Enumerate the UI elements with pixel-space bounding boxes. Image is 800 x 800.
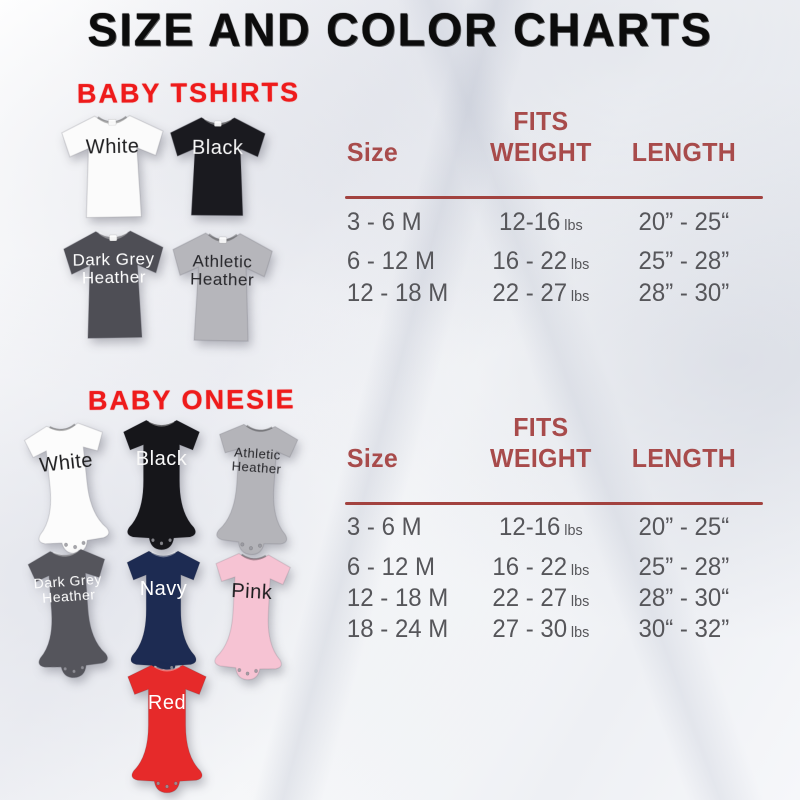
table-row: 6 - 12 M 16 - 22 lbs 25” - 28” — [345, 553, 746, 582]
weight-unit: lbs — [570, 562, 590, 579]
onesie-icon — [122, 419, 201, 551]
tshirt-size-table: Size FITS WEIGHT LENGTH 3 - 6 M 12-16 lbs… — [345, 106, 763, 308]
length-cell: 20” - 25“ — [638, 208, 730, 236]
column-header-size: Size — [346, 137, 399, 167]
onesie-icon — [23, 422, 110, 554]
tshirt-black: Black — [166, 111, 270, 223]
tshirt-dark-grey-heather: Dark Grey Heather — [59, 223, 169, 346]
length-cell: 28” - 30” — [638, 279, 730, 307]
size-cell: 18 - 24 M — [346, 615, 449, 643]
table-row: 12 - 18 M 22 - 27 lbs 28” - 30” — [345, 279, 746, 308]
onesie-pink: Pink — [201, 547, 301, 688]
onesie-color-label: Dark Grey Heather — [33, 570, 103, 606]
table-header-row: Size FITS WEIGHT LENGTH — [345, 106, 746, 168]
onesie-red: Red — [118, 660, 216, 798]
length-cell: 28” - 30“ — [638, 584, 730, 612]
onesie-icon — [27, 548, 108, 679]
length-cell: 25” - 28” — [638, 247, 730, 275]
weight-cell: 22 - 27 lbs — [492, 584, 590, 612]
table-row: 12 - 18 M 22 - 27 lbs 28” - 30“ — [345, 584, 746, 613]
tshirt-color-label: Dark Grey Heather — [72, 248, 155, 288]
onesie-icon — [216, 423, 299, 556]
weight-cell: 12-16 lbs — [499, 513, 583, 541]
table-divider — [345, 196, 763, 199]
onesie-color-label: Black — [135, 447, 188, 470]
table-header-row: Size FITS WEIGHT LENGTH — [345, 412, 746, 474]
weight-unit: lbs — [570, 256, 590, 273]
table-divider — [345, 502, 763, 505]
tshirt-icon — [169, 116, 266, 217]
table-row: 3 - 6 M 12-16 lbs 20” - 25“ — [345, 208, 746, 237]
size-cell: 12 - 18 M — [346, 584, 449, 612]
weight-cell: 12-16 lbs — [499, 208, 583, 236]
tshirt-color-label: Black — [191, 136, 244, 159]
onesie-athletic-heather: Athletic Heather — [201, 417, 309, 563]
column-header-fits-weight: FITS WEIGHT — [490, 412, 592, 473]
size-cell: 3 - 6 M — [346, 208, 422, 236]
size-cell: 6 - 12 M — [346, 247, 435, 275]
table-row: 18 - 24 M 27 - 30 lbs 30“ - 32” — [345, 615, 746, 644]
onesie-black: Black — [114, 415, 209, 555]
length-cell: 30“ - 32” — [638, 615, 730, 643]
onesie-icon — [127, 664, 207, 794]
weight-unit: lbs — [570, 593, 590, 610]
weight-cell: 27 - 30 lbs — [492, 615, 590, 643]
column-header-size: Size — [346, 443, 399, 473]
onesie-icon — [214, 552, 291, 681]
size-cell: 12 - 18 M — [346, 279, 449, 307]
tshirt-white: White — [57, 108, 169, 225]
tshirt-section-heading: BABY TSHIRTS — [76, 77, 301, 109]
weight-unit: lbs — [570, 288, 590, 305]
length-cell: 20” - 25“ — [638, 513, 730, 541]
onesie-section-heading: BABY ONESIE — [87, 384, 296, 416]
size-cell: 3 - 6 M — [346, 513, 422, 541]
tshirt-color-label: White — [85, 135, 140, 159]
onesie-color-label: Pink — [230, 579, 273, 604]
tshirt-icon — [63, 230, 164, 339]
length-cell: 25” - 28” — [638, 553, 730, 581]
weight-unit: lbs — [564, 522, 583, 539]
onesie-color-label: Red — [147, 692, 187, 715]
weight-cell: 16 - 22 lbs — [492, 553, 590, 581]
weight-unit: lbs — [570, 624, 590, 641]
tshirt-color-label: Athletic Heather — [189, 251, 255, 290]
size-cell: 6 - 12 M — [346, 553, 435, 581]
weight-unit: lbs — [564, 217, 583, 234]
column-header-length: LENGTH — [631, 443, 737, 473]
page-title: SIZE AND COLOR CHARTS — [87, 2, 713, 57]
onesie-color-label: Athletic Heather — [231, 444, 282, 477]
table-row: 6 - 12 M 16 - 22 lbs 25” - 28” — [345, 247, 746, 276]
onesie-size-table: Size FITS WEIGHT LENGTH 3 - 6 M 12-16 lbs… — [345, 412, 763, 644]
tshirt-icon — [172, 232, 273, 342]
weight-cell: 16 - 22 lbs — [492, 247, 590, 275]
onesie-color-label: Navy — [139, 577, 188, 600]
tshirt-icon — [61, 114, 164, 219]
onesie-dark-grey-heather: Dark Grey Heather — [17, 542, 122, 686]
table-row: 3 - 6 M 12-16 lbs 20” - 25“ — [345, 513, 746, 542]
onesie-white: White — [13, 414, 125, 563]
weight-cell: 22 - 27 lbs — [492, 279, 590, 307]
column-header-length: LENGTH — [631, 137, 737, 167]
column-header-fits-weight: FITS WEIGHT — [490, 106, 592, 167]
tshirt-athletic-heather: Athletic Heather — [167, 225, 277, 349]
